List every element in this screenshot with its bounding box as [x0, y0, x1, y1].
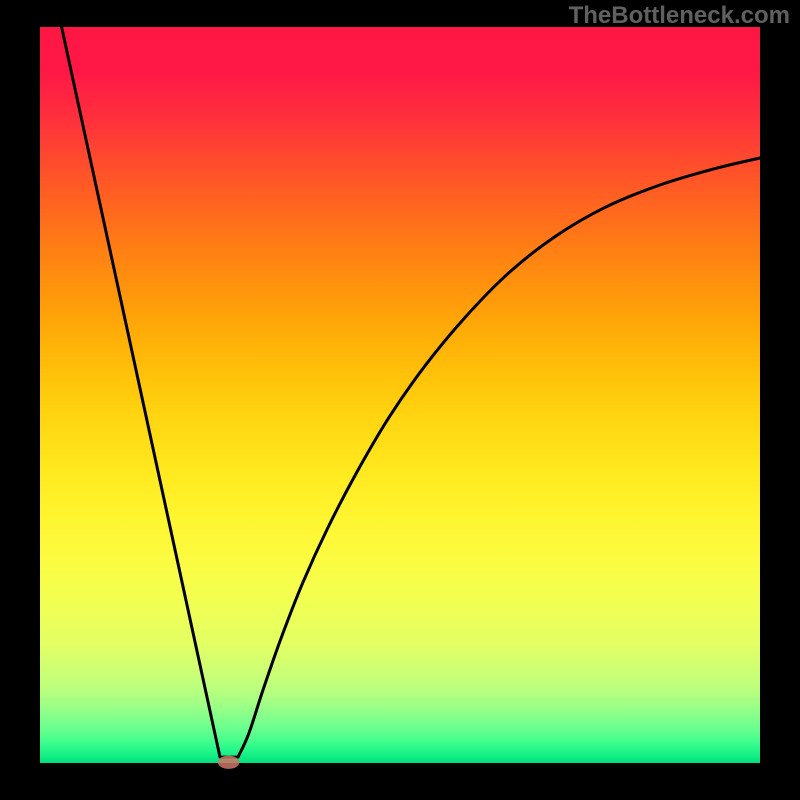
- chart-canvas: [0, 0, 800, 800]
- bottleneck-chart: TheBottleneck.com: [0, 0, 800, 800]
- watermark-text: TheBottleneck.com: [569, 2, 790, 30]
